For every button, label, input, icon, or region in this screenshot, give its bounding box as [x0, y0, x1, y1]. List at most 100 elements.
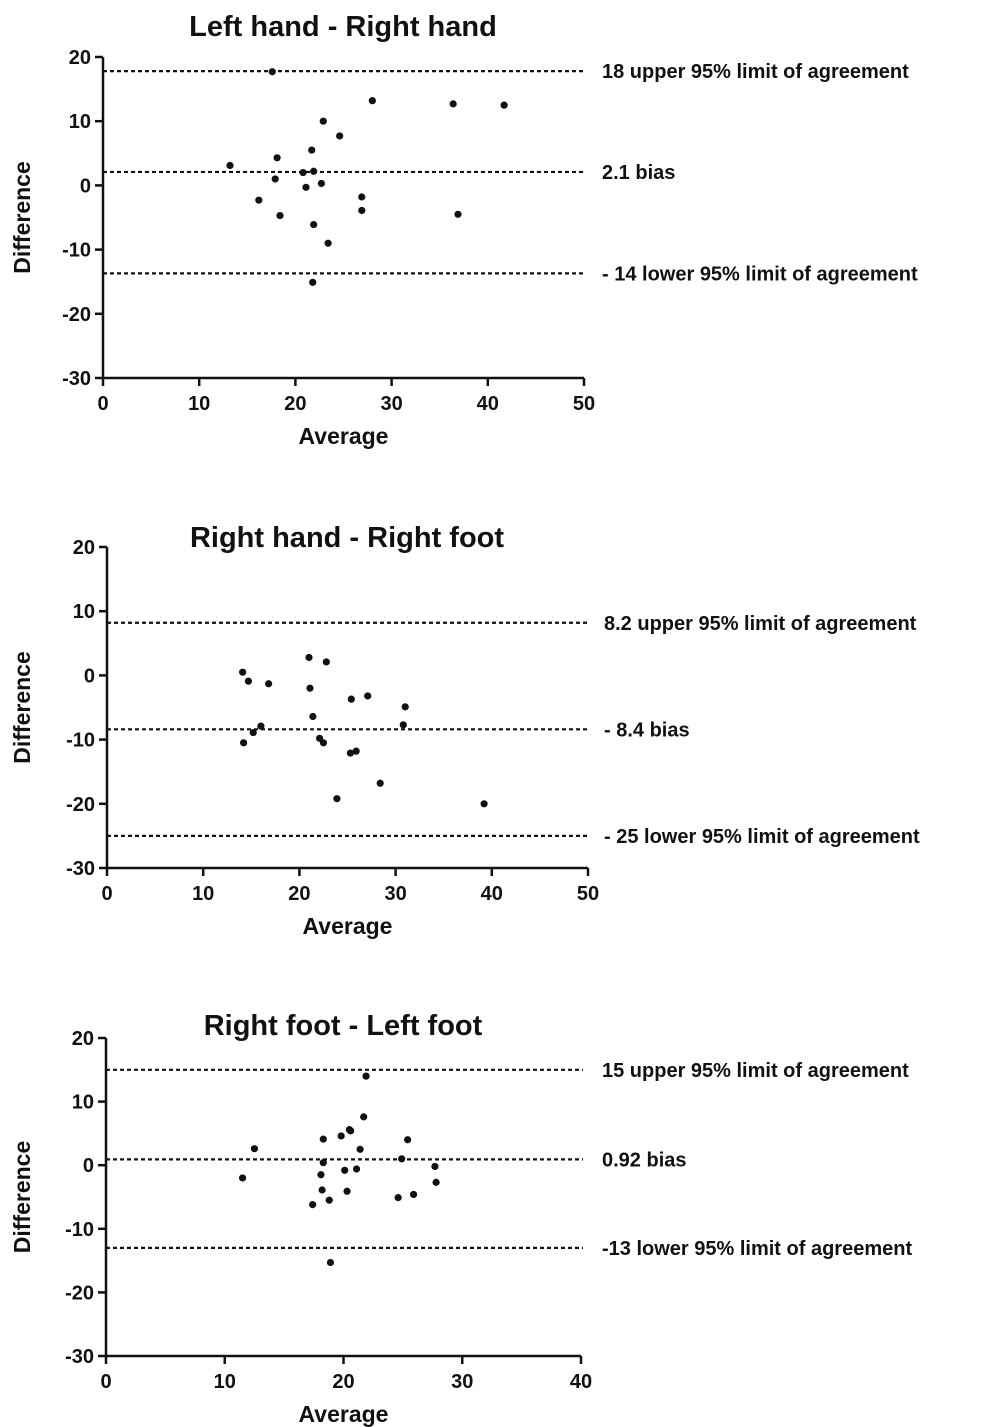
data-point — [309, 1201, 317, 1209]
x-tick-label: 0 — [100, 1371, 111, 1393]
chart-title: Right foot - Left foot — [204, 1010, 483, 1042]
data-point — [309, 712, 317, 721]
data-point — [319, 1159, 327, 1167]
reference-line-label: 15 upper 95% limit of agreement — [602, 1060, 909, 1082]
x-axis-label: Average — [303, 913, 393, 939]
data-point — [306, 684, 314, 692]
y-tick-label: -10 — [62, 240, 91, 262]
data-point — [356, 1145, 364, 1153]
data-point — [454, 210, 462, 218]
x-tick-label: 0 — [101, 883, 112, 905]
data-point — [276, 211, 284, 220]
reference-line-label: 2.1 bias — [602, 162, 675, 184]
data-point — [347, 1127, 355, 1135]
data-point — [399, 721, 407, 729]
y-tick-label: -30 — [65, 1346, 94, 1368]
y-tick-label: 0 — [83, 1155, 94, 1177]
data-point — [404, 1136, 412, 1144]
x-tick-label: 20 — [332, 1371, 354, 1393]
data-point — [309, 278, 317, 286]
data-point — [324, 239, 332, 247]
data-point — [226, 161, 234, 170]
data-point — [376, 779, 384, 787]
x-tick-label: 10 — [214, 1371, 236, 1393]
chart-title: Left hand - Right hand — [189, 11, 497, 43]
data-point — [346, 749, 354, 757]
chart-3: Right foot - Left foot 20 10 0 -10 -20 -30 0 10 2… — [9, 1010, 912, 1427]
data-point — [268, 68, 276, 76]
x-tick-label: 40 — [481, 883, 503, 905]
y-tick-label: -20 — [62, 304, 91, 326]
data-point — [358, 193, 366, 201]
data-point — [394, 1194, 402, 1202]
y-tick-label: 20 — [72, 1028, 94, 1050]
data-point — [362, 1072, 370, 1080]
y-tick-label: 20 — [73, 537, 95, 559]
data-point — [240, 739, 248, 747]
y-tick-label: 0 — [84, 665, 95, 687]
data-point — [239, 668, 247, 676]
y-axis-label: Difference — [9, 161, 35, 273]
x-tick-label: 10 — [188, 393, 210, 415]
y-tick-label: -20 — [66, 794, 95, 816]
data-point — [310, 167, 318, 175]
chart-title: Right hand - Right foot — [190, 522, 504, 554]
data-point — [319, 739, 328, 747]
data-point — [250, 1145, 259, 1153]
data-point — [336, 132, 344, 140]
data-point — [343, 1187, 351, 1195]
data-point — [319, 117, 327, 125]
data-point — [364, 692, 372, 700]
data-point — [368, 97, 376, 105]
reference-line-label: 8.2 upper 95% limit of agreement — [604, 613, 917, 635]
x-tick-label: 40 — [570, 1371, 592, 1393]
y-tick-label: -30 — [66, 858, 95, 880]
y-tick-label: -30 — [62, 368, 91, 390]
data-point — [326, 1258, 335, 1267]
data-point — [317, 179, 325, 188]
reference-line-label: - 25 lower 95% limit of agreement — [604, 826, 920, 848]
data-point — [360, 1113, 368, 1121]
data-point — [500, 101, 508, 109]
data-point — [347, 695, 355, 703]
data-point — [249, 728, 257, 737]
data-point — [271, 175, 279, 183]
x-tick-label: 50 — [573, 393, 595, 415]
data-point — [255, 196, 263, 204]
data-point — [431, 1162, 439, 1171]
data-point — [325, 1196, 333, 1204]
y-axis-label: Difference — [9, 651, 35, 763]
reference-line-label: - 8.4 bias — [604, 719, 690, 741]
data-point — [449, 100, 457, 108]
reference-line-label: -13 lower 95% limit of agreement — [602, 1238, 912, 1260]
y-tick-label: 0 — [80, 175, 91, 197]
data-point — [322, 658, 330, 666]
chart-1: Left hand - Right hand 20 10 0 -10 -20 -30 0 10 2… — [9, 11, 918, 449]
x-tick-label: 30 — [451, 1371, 473, 1393]
data-point — [337, 1132, 345, 1140]
data-point — [308, 146, 316, 154]
y-tick-label: -10 — [66, 730, 95, 752]
chart-2: Right hand - Right foot 20 10 0 -10 -20 -30 0 10… — [9, 522, 920, 939]
x-axis-label: Average — [299, 423, 389, 449]
data-point — [401, 703, 409, 711]
data-point — [352, 1165, 361, 1173]
data-point — [333, 795, 341, 803]
reference-line-label: - 14 lower 95% limit of agreement — [602, 263, 918, 285]
x-axis-label: Average — [299, 1401, 389, 1427]
data-point — [409, 1190, 418, 1199]
x-tick-label: 40 — [477, 393, 499, 415]
data-point — [358, 206, 366, 215]
x-tick-label: 30 — [384, 883, 406, 905]
data-point — [257, 722, 265, 730]
y-tick-label: 10 — [73, 601, 95, 623]
x-tick-label: 50 — [577, 883, 599, 905]
y-tick-label: -10 — [65, 1219, 94, 1241]
data-point — [265, 680, 273, 688]
data-point — [305, 653, 313, 662]
data-point — [317, 1171, 325, 1179]
data-point — [480, 800, 488, 808]
data-point — [398, 1155, 406, 1163]
data-point — [319, 1135, 327, 1143]
